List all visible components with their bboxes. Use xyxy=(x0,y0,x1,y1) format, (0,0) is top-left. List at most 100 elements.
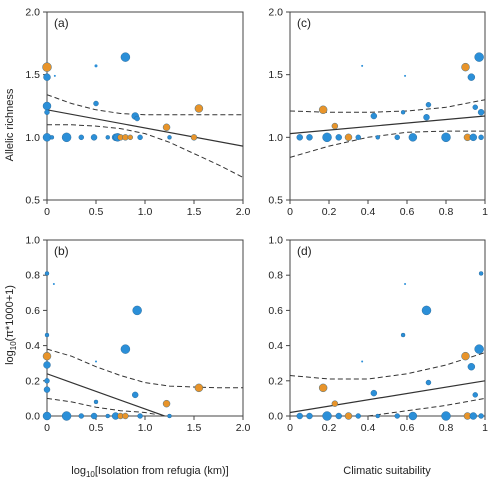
ci-lower-line xyxy=(290,130,485,158)
panel-label: (a) xyxy=(54,16,69,30)
y-tick-label: 2.0 xyxy=(25,7,40,19)
panel-b: 0 0.5 1.0 1.5 2.0 0.0 0.2 0.4 0.6 0.8 1.0 (b) xyxy=(25,235,250,435)
data-point xyxy=(361,64,364,67)
x-tick-label: 0.6 xyxy=(400,206,415,218)
data-point xyxy=(469,133,477,142)
data-point xyxy=(425,379,432,386)
y-label-bottom-main: log xyxy=(4,350,16,365)
data-point xyxy=(78,134,85,141)
y-label-bottom-rest: (π*1000+1) xyxy=(4,285,16,341)
data-point xyxy=(441,132,451,143)
data-point xyxy=(94,64,98,68)
data-point xyxy=(132,305,142,316)
x-tick-label: 0.2 xyxy=(322,206,337,218)
y-label-bottom-sub: 10 xyxy=(9,341,18,350)
data-point xyxy=(331,400,339,407)
data-point xyxy=(467,73,476,81)
data-point xyxy=(43,73,51,81)
data-point xyxy=(461,62,470,72)
data-point xyxy=(361,360,364,363)
fit-line xyxy=(290,380,485,414)
data-point xyxy=(469,412,477,420)
x-tick-label: 0.8 xyxy=(439,422,454,434)
y-tick-label: 0.0 xyxy=(268,411,283,423)
ci-lower-line xyxy=(47,124,243,178)
data-point xyxy=(127,134,134,141)
data-point xyxy=(43,361,51,369)
plot-frame xyxy=(46,239,244,417)
data-point xyxy=(90,134,98,141)
data-point xyxy=(44,109,50,115)
x-tick-label: 0 xyxy=(287,206,293,218)
data-point xyxy=(400,110,406,115)
y-tick-label: 1.0 xyxy=(268,132,283,144)
data-point xyxy=(44,271,50,276)
data-point xyxy=(162,123,171,132)
data-point xyxy=(93,100,99,107)
panel-d: 0 0.2 0.4 0.6 0.8 1 0.0 0.2 0.4 0.6 0.8 1.0 (d) xyxy=(268,235,488,435)
x-tick-label: 2.0 xyxy=(236,422,251,434)
y-tick-label: 2.0 xyxy=(268,7,283,19)
x-tick-label: 1.0 xyxy=(138,422,153,434)
y-tick-label: 0.5 xyxy=(268,195,283,207)
data-point xyxy=(441,411,451,421)
data-point xyxy=(425,102,432,108)
data-point xyxy=(194,383,204,393)
ci-upper-line xyxy=(47,94,243,116)
data-point xyxy=(194,104,204,113)
x-tick-label: 1.5 xyxy=(187,422,202,434)
x-tick-label: 1.0 xyxy=(138,206,153,218)
panel-label: (d) xyxy=(297,244,312,258)
data-point xyxy=(120,344,131,354)
data-point xyxy=(408,133,418,142)
y-tick-label: 0.8 xyxy=(25,270,40,282)
data-point xyxy=(122,134,129,141)
data-point xyxy=(344,133,353,142)
x-tick-label: 0.8 xyxy=(439,206,454,218)
ci-upper-line xyxy=(290,352,485,380)
x-tick-label: 1 xyxy=(482,206,488,218)
data-point xyxy=(467,363,476,371)
data-point xyxy=(478,413,484,419)
y-tick-label: 0.6 xyxy=(268,305,283,317)
data-point xyxy=(167,413,172,419)
x-tick-label: 0 xyxy=(44,422,50,434)
x-tick-label: 0.4 xyxy=(361,206,376,218)
data-point xyxy=(90,412,98,420)
plot-frame xyxy=(46,11,244,201)
data-point xyxy=(122,412,129,420)
data-point xyxy=(95,360,97,363)
x-tick-label: 0 xyxy=(44,206,50,218)
data-point xyxy=(335,134,342,141)
data-point xyxy=(478,134,484,141)
y-label-bottom: log10(π*1000+1) xyxy=(4,285,18,365)
data-point xyxy=(137,134,143,141)
x-tick-label: 0.2 xyxy=(322,422,337,434)
data-point xyxy=(394,413,400,419)
data-point xyxy=(461,351,470,361)
data-point xyxy=(61,132,72,143)
data-point xyxy=(344,412,353,420)
data-point xyxy=(394,134,400,141)
data-point xyxy=(53,74,56,77)
fit-line xyxy=(290,115,485,135)
y-tick-label: 1.0 xyxy=(25,235,40,247)
x-tick-label: 1.5 xyxy=(187,206,202,218)
data-point xyxy=(370,112,378,120)
data-point xyxy=(423,114,430,121)
y-tick-label: 1.5 xyxy=(268,69,283,81)
data-point xyxy=(44,378,50,384)
data-point xyxy=(474,344,484,354)
data-point xyxy=(296,134,303,141)
data-point xyxy=(120,52,131,62)
data-point xyxy=(44,332,50,338)
x-label-left-rest: [Isolation from refugia (km)] xyxy=(95,465,229,477)
data-point xyxy=(42,62,52,72)
data-point xyxy=(105,135,110,140)
data-point xyxy=(318,105,328,114)
data-point xyxy=(306,134,313,141)
data-point xyxy=(134,115,140,122)
data-point xyxy=(472,104,478,110)
x-tick-label: 0.5 xyxy=(89,206,104,218)
